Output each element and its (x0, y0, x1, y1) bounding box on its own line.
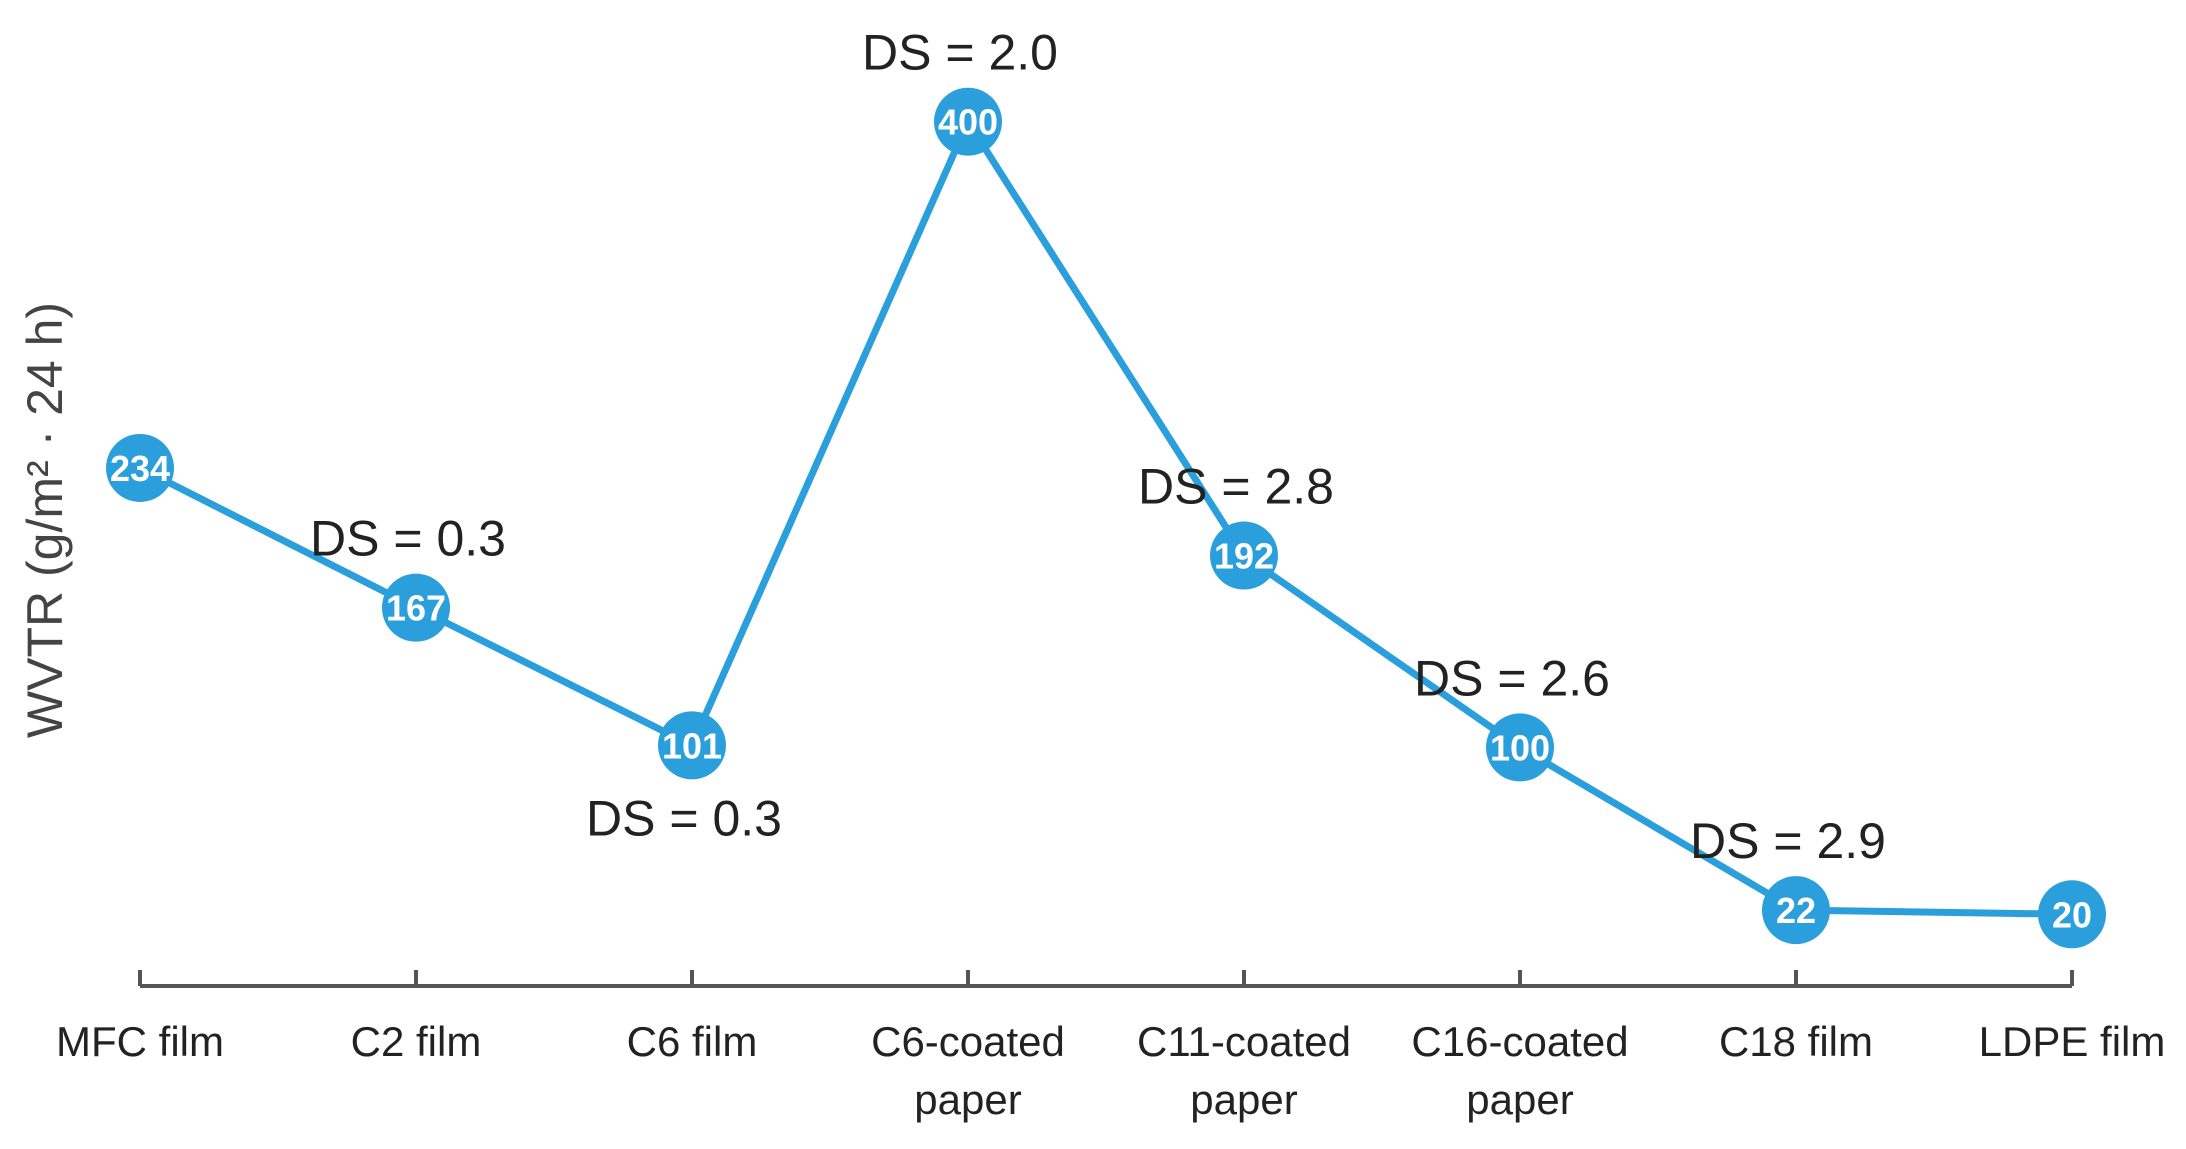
data-label: 167 (386, 588, 446, 629)
data-label: 234 (110, 448, 170, 489)
data-point (382, 573, 450, 642)
ds-annotation: DS = 2.6 (1414, 650, 1610, 706)
ds-annotation: DS = 0.3 (586, 790, 782, 846)
data-label: 22 (1776, 890, 1816, 931)
x-tick-label: C6-coated paper (871, 1018, 1065, 1123)
data-label: 400 (938, 102, 998, 143)
x-tick-label: MFC film (56, 1018, 224, 1065)
x-tick-label: C6 film (627, 1018, 758, 1065)
x-axis: MFC film C2 film C6 film C6-coated paper C11-… (56, 970, 2165, 1123)
x-tick-label: LDPE film (1979, 1018, 2166, 1065)
ds-annotation: DS = 2.0 (862, 25, 1058, 81)
data-point (658, 711, 726, 780)
data-point (1210, 521, 1278, 590)
data-point (1486, 713, 1554, 782)
ds-annotation: DS = 0.3 (310, 511, 506, 567)
x-tick-label: C16-coated paper (1411, 1018, 1628, 1123)
data-point (934, 87, 1002, 156)
x-tick-label: C11-coated paper (1137, 1018, 1351, 1123)
series-line (138, 118, 2073, 918)
data-label: 192 (1214, 536, 1274, 577)
data-label: 20 (2052, 894, 2092, 935)
data-point (1762, 876, 1830, 945)
ds-annotation: DS = 2.9 (1690, 813, 1886, 869)
x-tick-label: C18 film (1719, 1018, 1873, 1065)
ds-annotations-group: DS = 0.3 DS = 0.3 DS = 2.0 DS = 2.8 DS = 2.6… (310, 25, 1886, 869)
data-label: 100 (1490, 727, 1550, 768)
data-point (106, 433, 174, 502)
x-tick-label: C2 film (351, 1018, 482, 1065)
series-line-group (138, 118, 2073, 918)
data-label: 101 (662, 725, 722, 766)
y-axis-label: WVTR (g/m² · 24 h) (17, 302, 73, 738)
data-point (2038, 880, 2106, 949)
data-points-group: 234 167 101 400 192 100 22 20 (106, 87, 2106, 949)
ds-annotation: DS = 2.8 (1138, 459, 1334, 515)
